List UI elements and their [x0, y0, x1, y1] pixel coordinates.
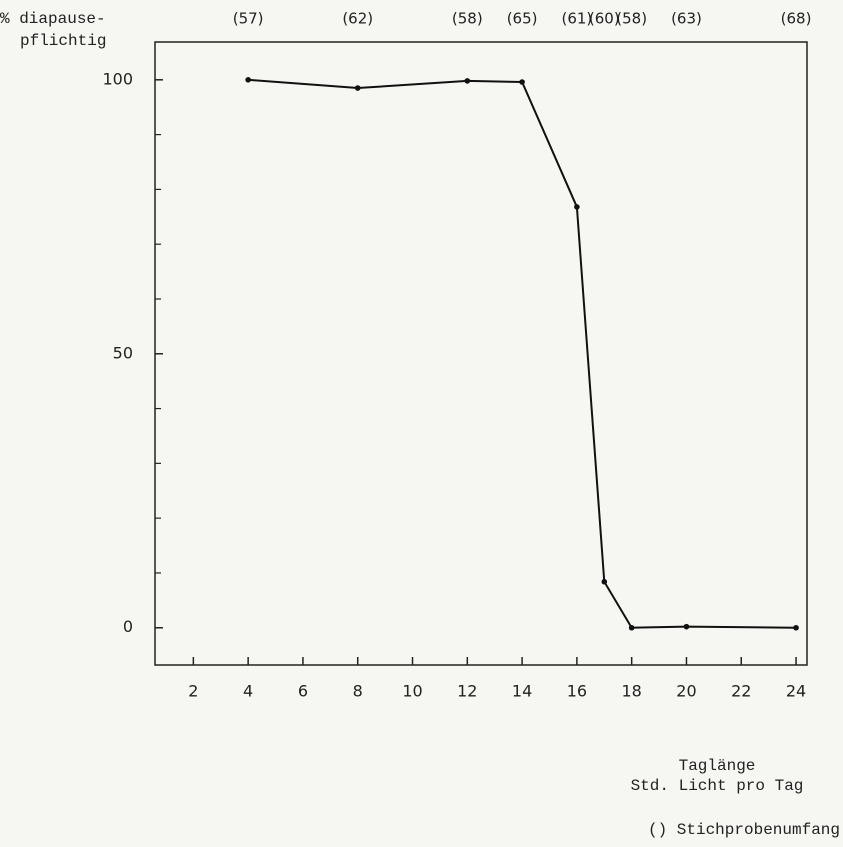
x-axis-label: Std. Licht pro Tag — [631, 777, 804, 795]
sample-size-label: (58) — [452, 10, 483, 28]
x-axis-label: Taglänge — [679, 757, 756, 775]
data-point — [793, 624, 799, 631]
data-point — [519, 79, 525, 85]
sample-size-label: (61) — [561, 10, 592, 28]
data-point — [464, 78, 471, 84]
sample-size-label: (68) — [781, 10, 812, 28]
x-tick-label: 14 — [512, 682, 532, 701]
data-point — [683, 623, 690, 630]
data-line — [248, 78, 797, 629]
y-axis-label: % diapause- — [0, 10, 106, 28]
data-point — [601, 578, 608, 585]
x-tick-label: 2 — [188, 682, 198, 701]
note: () Stichprobenumfang — [648, 821, 840, 839]
sample-size-label: (62) — [342, 10, 373, 28]
sample-size-label: (65) — [507, 10, 538, 28]
data-point — [628, 624, 635, 631]
x-tick-label: 22 — [731, 682, 751, 701]
data-point — [354, 85, 361, 91]
y-tick-label: 0 — [123, 617, 133, 636]
x-tick-label: 4 — [243, 682, 253, 701]
sample-size-label: (58) — [616, 10, 647, 28]
x-tick-label: 12 — [457, 682, 477, 701]
y-tick-label: 50 — [113, 343, 133, 362]
x-tick-label: 18 — [621, 682, 641, 701]
y-axis-label: pflichtig — [20, 32, 106, 50]
x-tick-label: 10 — [402, 682, 422, 701]
y-tick-label: 100 — [102, 69, 133, 88]
sample-size-label: (63) — [671, 10, 702, 28]
sample-size-label: (60) — [589, 10, 620, 28]
x-tick-label: 20 — [676, 682, 696, 701]
data-point — [245, 77, 251, 83]
x-tick-label: 6 — [298, 682, 308, 701]
sample-size-label: (57) — [233, 10, 264, 28]
x-tick-label: 24 — [786, 682, 806, 701]
x-tick-label: 16 — [567, 682, 587, 701]
plot-frame — [154, 41, 808, 666]
data-point — [574, 204, 580, 210]
x-tick-label: 8 — [353, 682, 363, 701]
